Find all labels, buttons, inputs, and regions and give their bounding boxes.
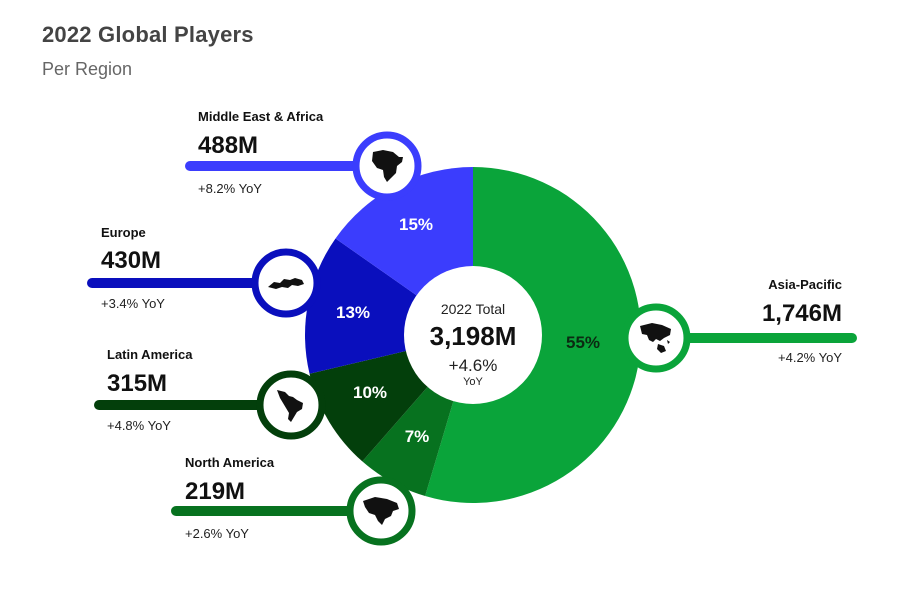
connector-lines (87, 161, 857, 516)
region-name-middle-east-africa: Middle East & Africa (198, 109, 324, 124)
region-value-middle-east-africa: 488M (198, 132, 258, 159)
slice-percent-latin-america: 10% (353, 383, 387, 402)
asia-pacific-map-icon (621, 303, 691, 373)
region-yoy-europe: +3.4% YoY (101, 296, 165, 311)
center-total-yoy-unit: YoY (463, 376, 483, 388)
region-value-north-america: 219M (185, 478, 245, 505)
slice-percent-asia-pacific: 55% (566, 333, 600, 352)
slice-percent-north-america: 7% (405, 427, 430, 446)
africa-map-icon (352, 131, 422, 201)
slice-percent-europe: 13% (336, 303, 370, 322)
region-name-north-america: North America (185, 455, 275, 470)
region-value-latin-america: 315M (107, 370, 167, 397)
region-value-europe: 430M (101, 247, 161, 274)
center-hole (404, 266, 542, 404)
region-yoy-asia-pacific: +4.2% YoY (778, 350, 842, 365)
center-total-yoy: +4.6% (449, 356, 498, 375)
center-total-value: 3,198M (430, 321, 517, 351)
region-name-latin-america: Latin America (107, 347, 193, 362)
latin-america-map-icon (256, 370, 326, 440)
region-name-europe: Europe (101, 225, 146, 240)
region-yoy-latin-america: +4.8% YoY (107, 418, 171, 433)
region-name-asia-pacific: Asia-Pacific (768, 277, 842, 292)
region-labels: Asia-Pacific 1,746M +4.2% YoY North America… (101, 109, 842, 541)
center-total-label: 2022 Total (441, 301, 505, 317)
chart-title: 2022 Global Players (42, 22, 254, 47)
region-yoy-north-america: +2.6% YoY (185, 526, 249, 541)
north-america-map-icon (346, 476, 416, 546)
region-value-asia-pacific: 1,746M (762, 300, 842, 327)
europe-map-icon (251, 248, 321, 318)
chart-subtitle: Per Region (42, 59, 133, 79)
region-badges (251, 131, 691, 546)
region-yoy-middle-east-africa: +8.2% YoY (198, 181, 262, 196)
donut-center: 2022 Total 3,198M +4.6% YoY (404, 266, 542, 404)
slice-percent-middle-east-africa: 15% (399, 215, 433, 234)
